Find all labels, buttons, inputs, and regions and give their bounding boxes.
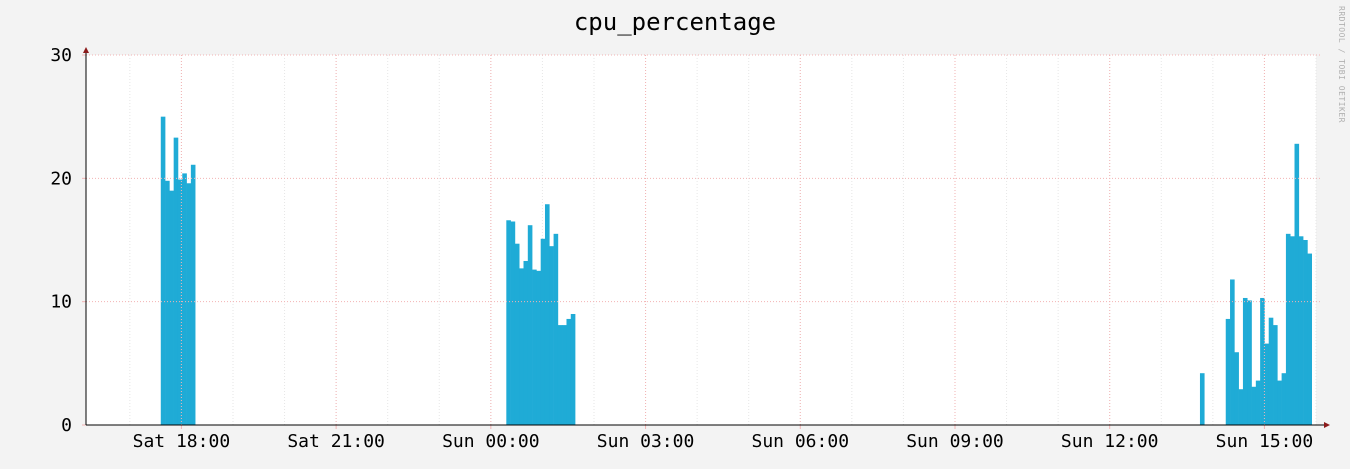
bar-0-6 bbox=[186, 183, 192, 425]
x-tick-label: Sun 06:00 bbox=[752, 431, 850, 452]
y-tick-label: 10 bbox=[50, 292, 72, 313]
x-tick-label: Sat 18:00 bbox=[133, 431, 231, 452]
bar-1-12 bbox=[557, 325, 563, 425]
bar-3-3 bbox=[1238, 389, 1244, 425]
bar-1-4 bbox=[523, 260, 529, 425]
bar-1-6 bbox=[532, 269, 537, 425]
bar-3-11 bbox=[1273, 325, 1278, 425]
bar-1-2 bbox=[514, 243, 520, 425]
x-tick-label: Sun 12:00 bbox=[1061, 431, 1159, 452]
bar-0-1 bbox=[165, 180, 170, 425]
bar-0-4 bbox=[177, 179, 183, 425]
bar-0-2 bbox=[169, 190, 174, 425]
bar-1-11 bbox=[553, 233, 559, 425]
bar-0-0 bbox=[160, 116, 166, 426]
bar-3-9 bbox=[1264, 343, 1270, 425]
bar-3-13 bbox=[1281, 373, 1287, 425]
bar-1-8 bbox=[540, 238, 546, 425]
plot-area bbox=[86, 55, 1316, 425]
bar-3-18 bbox=[1303, 240, 1308, 425]
bar-3-12 bbox=[1277, 380, 1282, 425]
bar-3-8 bbox=[1260, 297, 1265, 425]
bar-1-1 bbox=[510, 221, 516, 425]
x-tick-label: Sun 15:00 bbox=[1216, 431, 1314, 452]
bar-3-7 bbox=[1255, 380, 1261, 425]
bar-0-3 bbox=[173, 137, 179, 425]
bar-0-5 bbox=[182, 173, 187, 425]
bar-3-2 bbox=[1234, 352, 1239, 425]
x-tick-label: Sun 09:00 bbox=[906, 431, 1004, 452]
bar-3-17 bbox=[1298, 236, 1304, 425]
bar-3-1 bbox=[1230, 279, 1235, 425]
x-tick-label: Sun 00:00 bbox=[442, 431, 540, 452]
bar-2-0 bbox=[1199, 373, 1205, 425]
bar-3-16 bbox=[1294, 143, 1300, 426]
x-tick-label: Sun 03:00 bbox=[597, 431, 695, 452]
bar-3-19 bbox=[1307, 253, 1312, 425]
y-tick-label: 20 bbox=[50, 168, 72, 189]
bar-1-9 bbox=[544, 204, 550, 425]
bar-1-3 bbox=[519, 268, 524, 425]
bar-1-15 bbox=[570, 314, 576, 425]
y-tick-label: 0 bbox=[61, 415, 72, 436]
bar-0-7 bbox=[190, 164, 196, 425]
bar-1-10 bbox=[549, 246, 554, 425]
bar-3-0 bbox=[1225, 318, 1231, 425]
bar-1-5 bbox=[527, 225, 533, 425]
bar-3-10 bbox=[1268, 317, 1274, 425]
bar-1-0 bbox=[506, 220, 511, 425]
bar-3-15 bbox=[1290, 236, 1295, 425]
bar-3-14 bbox=[1285, 233, 1291, 425]
x-tick-label: Sat 21:00 bbox=[287, 431, 385, 452]
y-axis-arrow bbox=[83, 47, 89, 53]
x-axis-arrow bbox=[1324, 422, 1330, 428]
bar-3-5 bbox=[1247, 300, 1252, 425]
bar-1-14 bbox=[566, 318, 572, 425]
rrdtool-watermark: RRDTOOL / TOBI OETIKER bbox=[1337, 6, 1346, 123]
bar-3-6 bbox=[1251, 386, 1257, 425]
bar-3-4 bbox=[1242, 297, 1248, 425]
bar-1-7 bbox=[536, 270, 541, 425]
y-tick-label: 30 bbox=[50, 45, 72, 66]
chart-title: cpu_percentage bbox=[573, 8, 777, 36]
bar-1-13 bbox=[562, 325, 567, 425]
